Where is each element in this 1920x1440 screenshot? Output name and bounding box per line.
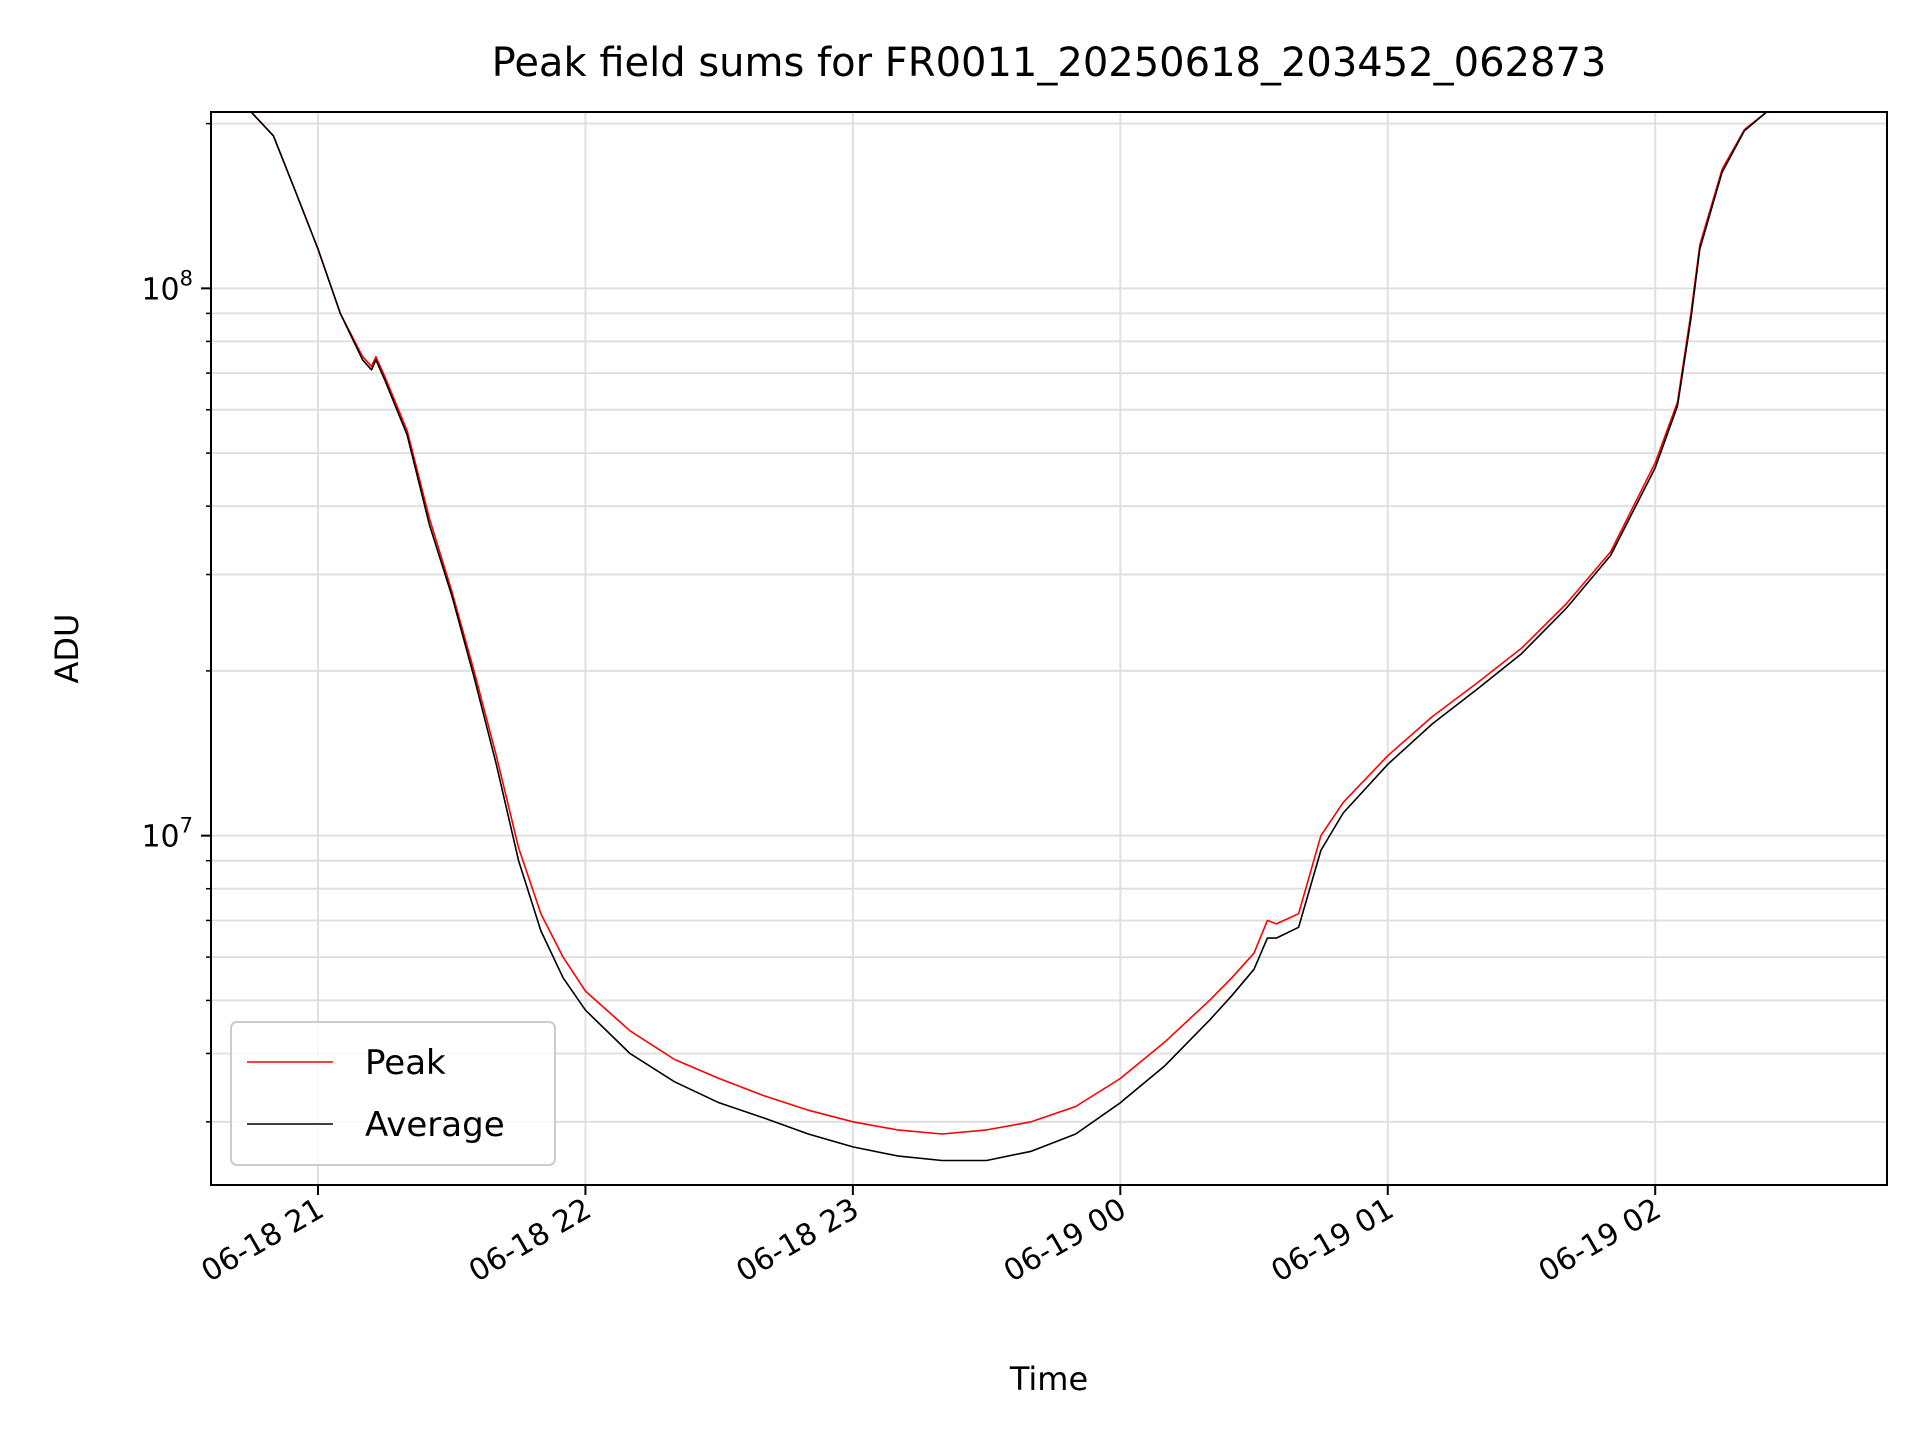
y-axis: 107 108 bbox=[141, 122, 211, 1123]
legend-frame bbox=[230, 1021, 556, 1166]
y-axis-label: ADU bbox=[48, 614, 86, 684]
plot-frame bbox=[210, 111, 1888, 1186]
legend-label-average: Average bbox=[365, 1105, 505, 1145]
legend: Peak Average bbox=[230, 1021, 556, 1166]
series-line-peak bbox=[250, 111, 1789, 1135]
series-line-average bbox=[250, 111, 1789, 1162]
grid bbox=[211, 112, 1887, 1185]
x-axis-label: Time bbox=[1009, 1360, 1088, 1398]
chart-title: Peak field sums for FR0011_20250618_2034… bbox=[492, 40, 1607, 86]
series-group bbox=[250, 111, 1789, 1162]
y-tick-label: 107 bbox=[141, 814, 193, 855]
legend-label-peak: Peak bbox=[365, 1043, 446, 1083]
y-tick-label: 108 bbox=[141, 266, 193, 307]
